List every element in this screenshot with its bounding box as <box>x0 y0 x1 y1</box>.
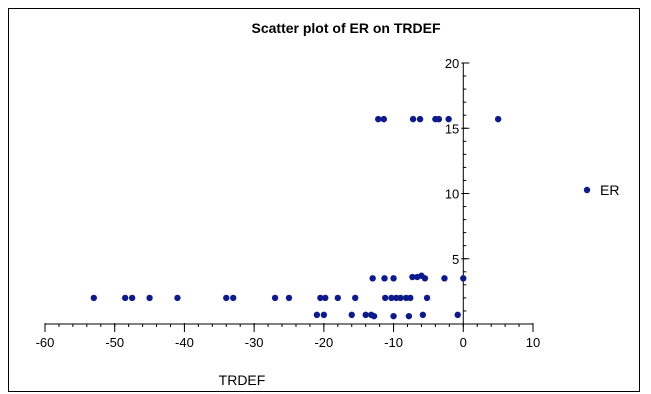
y-tick-label: 15 <box>445 121 459 136</box>
y-tick-label: 20 <box>445 56 459 71</box>
data-point <box>388 294 395 302</box>
data-point <box>460 275 467 282</box>
data-point <box>382 294 389 302</box>
x-tick-label: -20 <box>314 335 333 350</box>
data-point <box>381 275 388 282</box>
data-point <box>128 294 136 302</box>
data-point <box>407 294 414 302</box>
data-point <box>494 115 502 123</box>
data-point <box>334 294 341 302</box>
x-tick-label: -50 <box>105 335 124 350</box>
data-point <box>352 294 359 302</box>
scatter-chart: Scatter plot of ER on TRDEF -60 -50 -40 -30… <box>36 20 620 388</box>
data-point <box>223 294 230 302</box>
x-tick-label: -10 <box>384 335 403 350</box>
x-axis-label: TRDEF <box>219 372 266 388</box>
y-tick-label: 5 <box>452 252 459 267</box>
data-point <box>285 294 293 302</box>
data-point <box>409 115 417 123</box>
legend: ER <box>583 182 619 198</box>
data-point <box>380 115 388 123</box>
x-tick-label: -30 <box>245 335 264 350</box>
data-point <box>421 275 429 282</box>
data-point <box>397 294 404 302</box>
data-point <box>174 294 181 302</box>
legend-label: ER <box>600 182 619 198</box>
x-tick-label: 10 <box>526 335 540 350</box>
data-point <box>409 273 416 281</box>
data-point <box>320 311 328 319</box>
data-point <box>90 294 98 302</box>
data-point <box>230 294 237 302</box>
plot-area: -60 -50 -40 -30 -20 -10 0 10 5 10 15 20 <box>36 56 541 350</box>
chart-frame: Scatter plot of ER on TRDEF -60 -50 -40 -30… <box>8 8 640 392</box>
data-point <box>317 294 324 302</box>
data-point <box>405 312 413 320</box>
data-point <box>121 294 129 302</box>
data-point <box>348 311 355 319</box>
data-point <box>390 275 397 282</box>
data-point <box>271 294 279 302</box>
legend-marker <box>583 186 591 194</box>
x-tick-label: -60 <box>36 335 55 350</box>
x-tick-label: 0 <box>460 335 467 350</box>
data-point <box>369 275 376 282</box>
data-point <box>435 115 443 123</box>
data-point <box>362 311 369 319</box>
y-tick-label: 10 <box>445 187 459 202</box>
data-point <box>419 311 427 319</box>
data-point <box>445 115 452 123</box>
data-point <box>370 312 378 320</box>
data-point <box>423 294 431 302</box>
x-tick-label: -40 <box>175 335 194 350</box>
data-point <box>441 275 448 282</box>
data-point <box>390 312 397 320</box>
data-point <box>454 311 461 319</box>
data-point <box>322 294 329 302</box>
chart-title: Scatter plot of ER on TRDEF <box>252 20 441 36</box>
data-point <box>313 311 321 319</box>
data-point <box>146 294 153 302</box>
data-point <box>416 115 424 123</box>
data-point <box>375 115 382 123</box>
